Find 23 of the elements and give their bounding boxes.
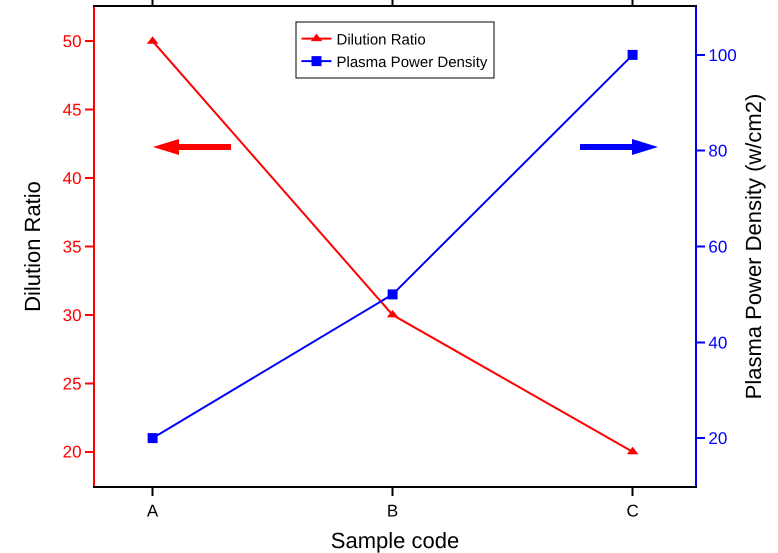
y2-axis-title: Plasma Power Density (w/cm2) bbox=[741, 94, 766, 400]
point bbox=[148, 433, 158, 444]
y-axis-title: Dilution Ratio bbox=[20, 181, 45, 312]
y-tick-label: 30 bbox=[62, 306, 82, 325]
y-tick-label: 25 bbox=[62, 374, 82, 394]
x-tick-label: B bbox=[386, 501, 398, 520]
y2-tick-label: 60 bbox=[708, 237, 728, 256]
legend-label: Dilution Ratio bbox=[336, 31, 426, 48]
y-tick-label: 20 bbox=[62, 442, 82, 462]
y-tick-label: 45 bbox=[62, 100, 82, 120]
x-axis-title: Sample code bbox=[330, 528, 460, 553]
point bbox=[388, 289, 398, 300]
y-tick-label: 50 bbox=[62, 32, 82, 52]
y-tick-label: 35 bbox=[62, 237, 82, 256]
x-tick-label: C bbox=[626, 501, 639, 520]
y2-tick-label: 80 bbox=[708, 142, 728, 161]
legend-label: Plasma Power Density bbox=[336, 54, 488, 71]
y2-tick-label: 100 bbox=[708, 46, 737, 65]
y2-tick-label: 40 bbox=[708, 333, 728, 352]
x-tick-label: A bbox=[146, 501, 159, 520]
y2-tick-label: 20 bbox=[708, 429, 728, 448]
point bbox=[628, 50, 638, 60]
y-tick-label: 40 bbox=[62, 169, 82, 188]
